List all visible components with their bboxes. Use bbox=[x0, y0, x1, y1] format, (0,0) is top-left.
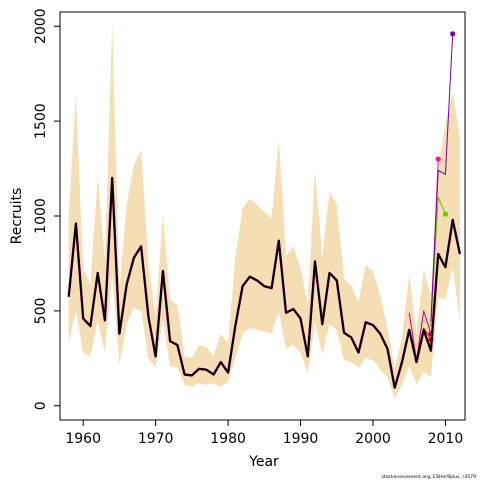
y-tick-label: 1000 bbox=[33, 198, 49, 234]
x-axis: 1960 1970 1980 1990 2000 2010 bbox=[65, 420, 463, 447]
retro-line-2011-end-point bbox=[450, 31, 456, 37]
y-tick-label: 0 bbox=[33, 401, 49, 410]
retro-line-2010-end-point bbox=[442, 211, 449, 217]
retro-line-2011 bbox=[430, 33, 454, 323]
credit-text: stockassessment.org, CSHer9plus, r3579 bbox=[382, 474, 477, 480]
x-tick-label: 2010 bbox=[428, 431, 464, 447]
plot-layer bbox=[67, 22, 462, 399]
retro-line-2009-end-point bbox=[435, 156, 441, 162]
x-tick-label: 1990 bbox=[283, 431, 319, 447]
confidence-band bbox=[68, 22, 460, 399]
y-tick-label: 500 bbox=[33, 298, 49, 325]
y-tick-label: 1500 bbox=[33, 103, 49, 139]
x-tick-label: 1970 bbox=[138, 431, 174, 447]
retro-line-2005 bbox=[408, 310, 432, 361]
x-tick-label: 1980 bbox=[210, 431, 246, 447]
y-axis: 0 500 1000 1500 2000 bbox=[33, 8, 60, 410]
recruits-main-line bbox=[67, 177, 461, 389]
y-tick-label: 2000 bbox=[33, 8, 49, 44]
x-axis-title: Year bbox=[248, 454, 279, 470]
y-axis-title: Recruits bbox=[9, 188, 25, 245]
x-tick-label: 1960 bbox=[65, 431, 101, 447]
x-tick-label: 2000 bbox=[355, 431, 391, 447]
